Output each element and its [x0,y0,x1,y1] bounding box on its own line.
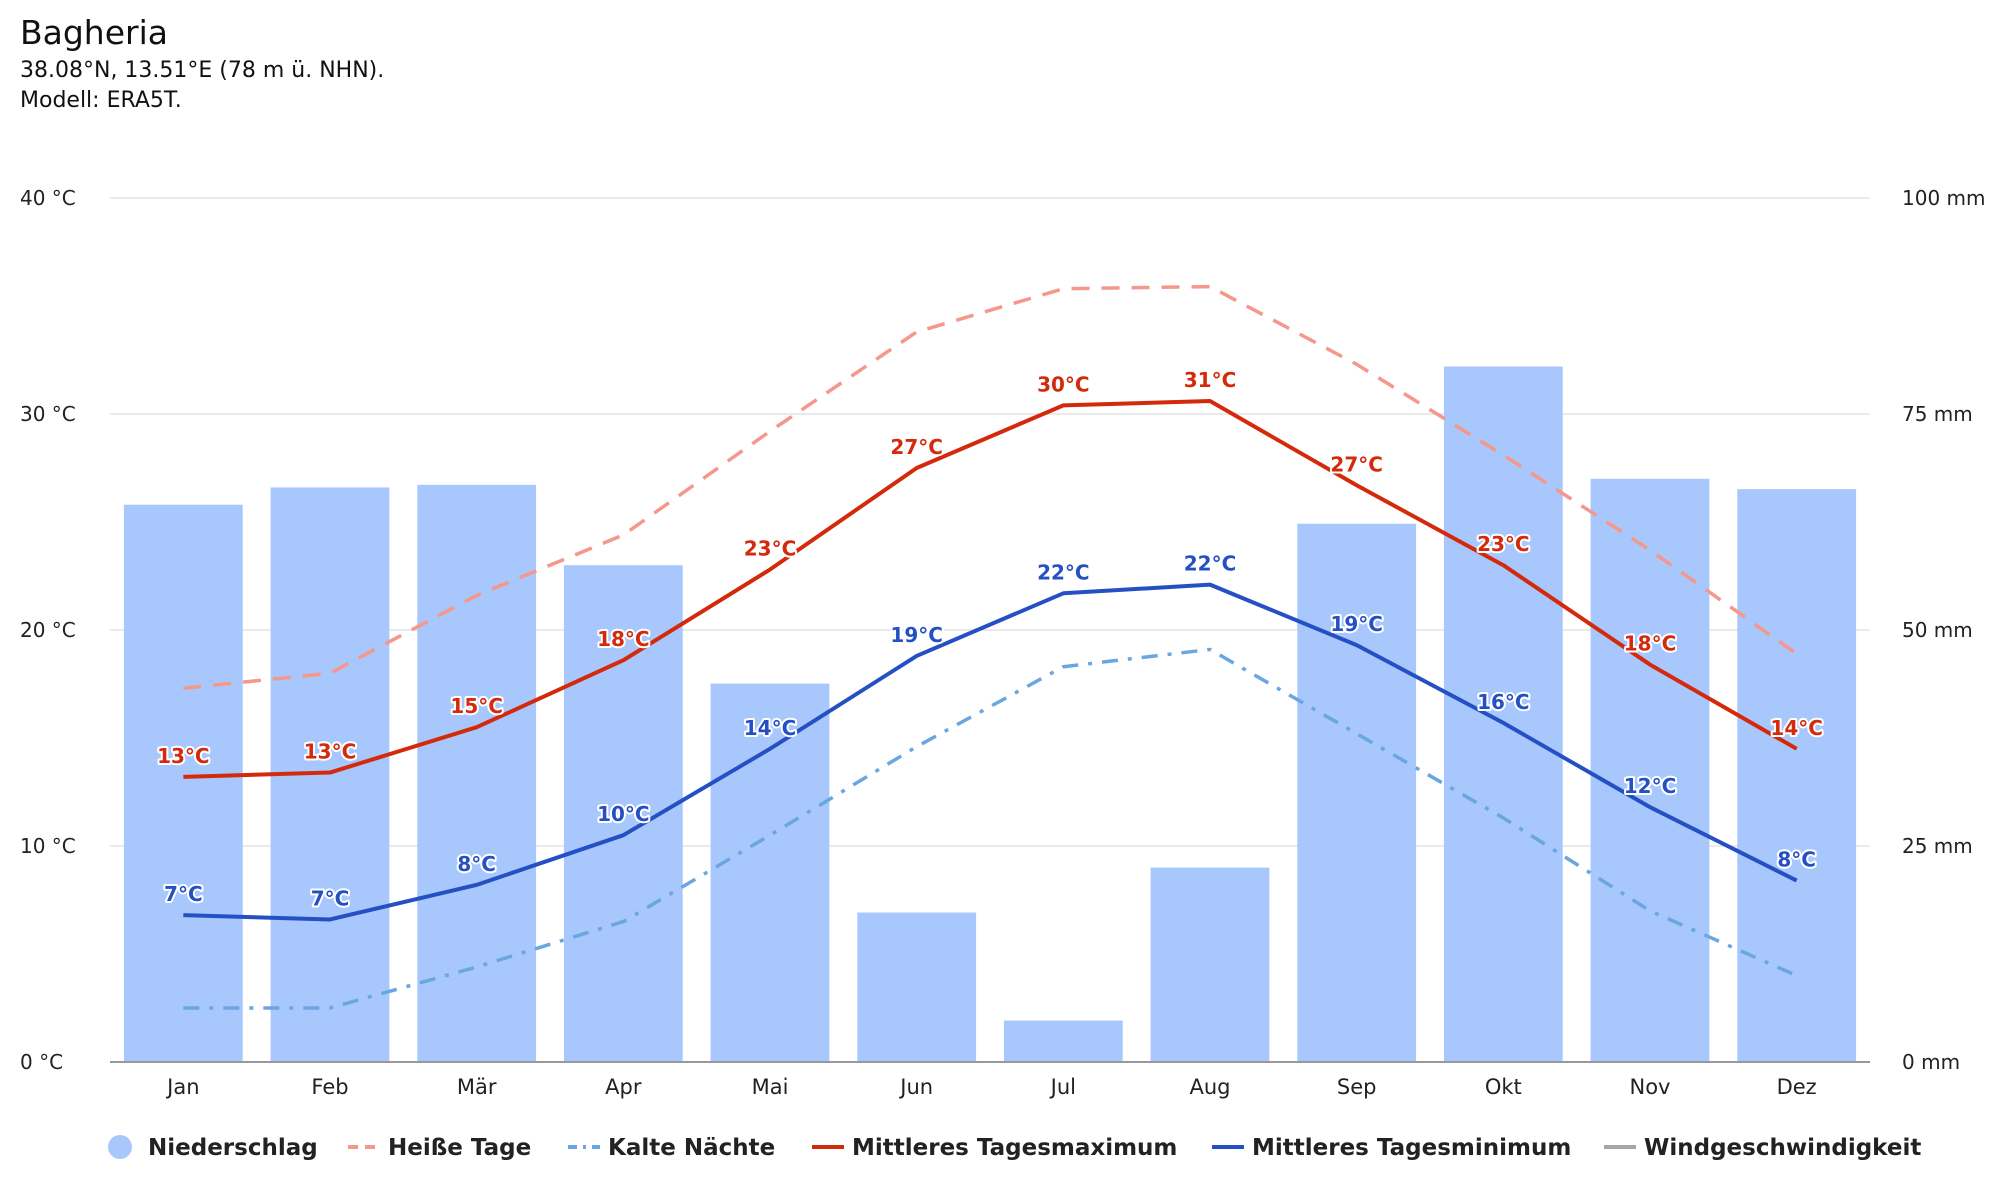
data-label: 12°C [1624,774,1677,798]
precipitation-bar [1443,366,1563,1063]
precipitation-bar [1003,1020,1123,1062]
data-label: 7°C [311,886,350,910]
y-left-tick-label: 30 °C [20,402,76,426]
legend-symbol [108,1135,132,1159]
series-line-heiße-tage [183,284,1798,691]
data-label: 19°C [890,623,943,647]
grid-lines [110,197,1870,847]
data-label: 8°C [1777,848,1816,872]
data-label: 23°C [744,537,797,561]
y-right-tick-label: 75 mm [1902,402,1973,426]
data-label: 10°C [597,802,650,826]
series-line-mittleres-tagesminimum [183,582,1798,922]
data-label: 16°C [1477,690,1530,714]
precipitation-bar [1590,478,1710,1062]
data-label: 27°C [1330,452,1383,476]
x-tick-label: Mär [457,1075,497,1099]
data-label: 18°C [597,627,650,651]
x-tick-label: Jul [1049,1075,1076,1099]
precipitation-bar [1150,867,1270,1062]
legend: Niederschlag Heiße Tage Kalte Nächte Mittle… [108,1135,1921,1161]
data-label: 22°C [1037,560,1090,584]
x-tick-label: Okt [1485,1075,1522,1099]
legend-item-label[interactable]: Mittleres Tagesminimum [1252,1135,1571,1161]
data-label: 15°C [450,694,503,718]
legend-item-label[interactable]: Kalte Nächte [608,1135,775,1161]
y-right-tick-label: 0 mm [1902,1050,1960,1074]
data-label: 22°C [1184,552,1237,576]
legend-item-label[interactable]: Mittleres Tagesmaximum [852,1135,1177,1161]
y-left-tick-label: 20 °C [20,618,76,642]
x-tick-label: Nov [1630,1075,1671,1099]
chart-title: Bagheria [20,13,168,52]
x-tick-label: Dez [1777,1075,1817,1099]
coordinates-text: 38.08°N, 13.51°E (78 m ü. NHN). [20,58,385,83]
series-line-mittleres-tagesmaximum [183,399,1798,779]
x-tick-label: Feb [311,1075,348,1099]
model-text: Modell: ERA5T. [20,88,182,113]
legend-item-label[interactable]: Windgeschwindigkeit [1644,1135,1921,1161]
precipitation-bars [123,366,1857,1063]
data-labels: 13°C 13°C 15°C 18°C 23°C 27°C 30°C 31°C 27°C 23°C… [155,366,1825,912]
legend-item-label[interactable]: Niederschlag [148,1135,318,1161]
precipitation-bar [1297,523,1417,1062]
y-left-tick-label: 10 °C [20,834,76,858]
data-label: 13°C [304,740,357,764]
x-tick-label: Aug [1189,1075,1230,1099]
y-right-tick-label: 50 mm [1902,618,1973,642]
axes: 0 °C 10 °C 20 °C 30 °C 40 °C 0 mm 25 mm 50 mm 75… [20,186,1986,1099]
data-label: 8°C [457,852,496,876]
data-label: 13°C [157,744,210,768]
data-label: 18°C [1624,632,1677,656]
x-tick-label: Mai [752,1075,789,1099]
series-lines [183,284,1798,1010]
y-left-tick-label: 40 °C [20,186,76,210]
precipitation-bar [417,484,537,1062]
precipitation-bar [857,912,977,1062]
data-label: 31°C [1184,368,1237,392]
y-right-tick-label: 25 mm [1902,834,1973,858]
data-label: 7°C [164,882,203,906]
y-left-tick-label: 0 °C [20,1050,63,1074]
data-label: 14°C [744,716,797,740]
precipitation-bar [1737,489,1857,1063]
data-label: 19°C [1330,612,1383,636]
legend-item-label[interactable]: Heiße Tage [388,1135,531,1161]
x-tick-label: Apr [605,1075,642,1099]
chart-header: Bagheria 38.08°N, 13.51°E (78 m ü. NHN).… [20,10,384,116]
x-tick-label: Sep [1337,1075,1377,1099]
precipitation-bar [710,683,830,1062]
precipitation-bar [123,504,243,1063]
data-label: 23°C [1477,532,1530,556]
x-tick-label: Jun [898,1075,933,1099]
y-right-tick-label: 100 mm [1902,186,1986,210]
data-label: 14°C [1770,716,1823,740]
x-tick-label: Jan [165,1075,199,1099]
data-label: 27°C [890,435,943,459]
data-label: 30°C [1037,372,1090,396]
